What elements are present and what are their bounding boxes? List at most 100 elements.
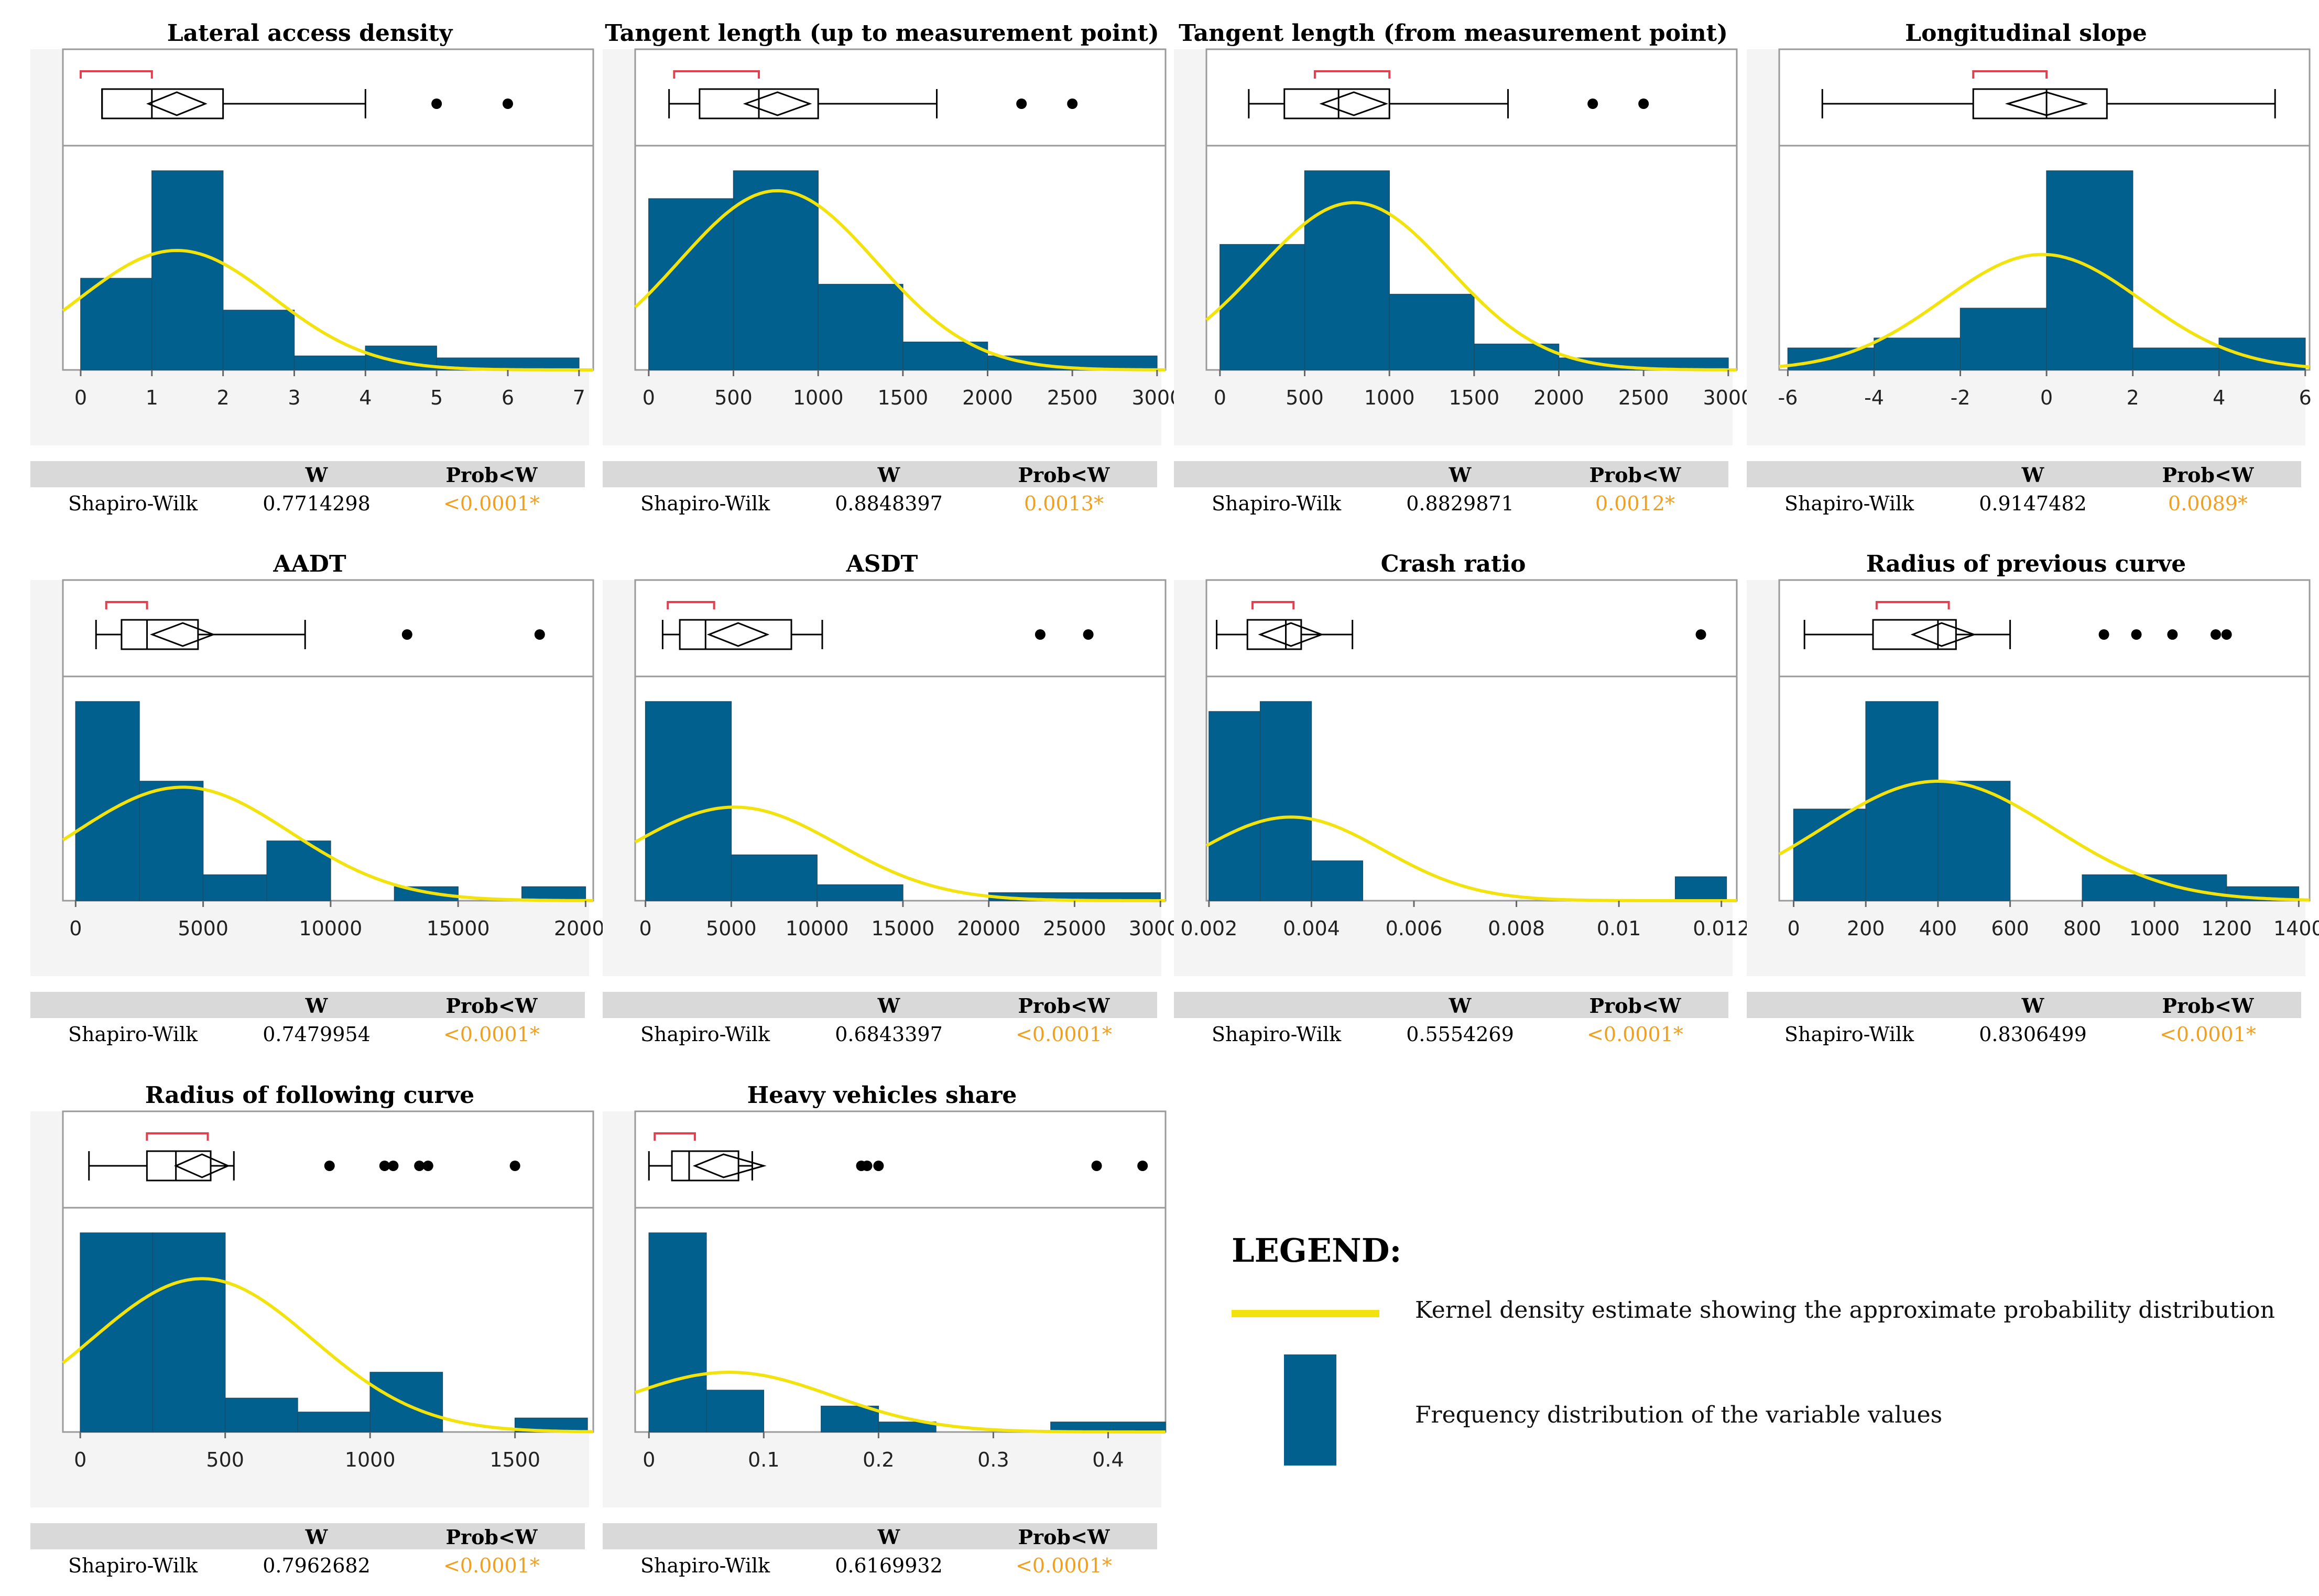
x-tick-label: 3 — [288, 386, 300, 409]
outlier-point — [534, 629, 545, 640]
test-header-w: W — [305, 1525, 329, 1549]
box-iqr — [121, 619, 199, 650]
outlier-point — [401, 629, 412, 640]
x-tick-label: 0 — [2040, 386, 2053, 409]
chart-title: Tangent length (from measurement point) — [1179, 20, 1728, 47]
test-table-header — [603, 992, 1157, 1018]
test-w-value: 0.9147482 — [1979, 492, 2087, 515]
test-w-value: 0.8306499 — [1979, 1023, 2087, 1046]
histogram-bar — [521, 886, 586, 901]
x-tick-label: 5 — [430, 386, 443, 409]
test-w-value: 0.6843397 — [835, 1023, 943, 1046]
outlier-point — [509, 1161, 520, 1171]
outlier-point — [873, 1161, 884, 1171]
histogram-bar — [293, 355, 366, 370]
test-name: Shapiro-Wilk — [1212, 1023, 1342, 1046]
test-w-value: 0.8848397 — [835, 492, 943, 515]
outlier-point — [2098, 629, 2109, 640]
shortest-half-bracket — [105, 601, 148, 609]
test-header-prob: Prob<W — [1589, 463, 1681, 487]
test-prob-value: <0.0001* — [443, 492, 540, 515]
x-tick-label: 0 — [74, 386, 87, 409]
x-tick-label: 20000 — [957, 917, 1020, 940]
x-tick-label: 7 — [573, 386, 585, 409]
legend-kde-swatch — [1232, 1310, 1379, 1317]
x-tick-label: 2500 — [1618, 386, 1669, 409]
chart-title: Longitudinal slope — [1905, 20, 2147, 47]
histogram-bar — [1874, 337, 1961, 370]
histogram-bar — [151, 170, 224, 370]
x-tick-label: 0.012 — [1693, 917, 1750, 940]
test-table-header — [30, 992, 585, 1018]
outlier-point — [414, 1161, 425, 1171]
histogram-bar — [2046, 170, 2133, 370]
x-tick-label: -6 — [1778, 386, 1798, 409]
histogram-bar — [1209, 711, 1261, 901]
kde-curve — [1779, 253, 2310, 369]
histogram-bar — [818, 283, 903, 370]
histogram-bar — [80, 278, 153, 370]
box-iqr — [679, 619, 792, 650]
x-tick-label: 5000 — [178, 917, 228, 940]
x-tick-label: 400 — [1919, 917, 1957, 940]
outlier-point — [1695, 629, 1706, 640]
x-tick-label: 6 — [2299, 386, 2312, 409]
histogram-bar — [816, 884, 903, 901]
histogram-bar — [878, 1422, 937, 1433]
test-header-w: W — [877, 463, 901, 487]
kde-curve — [1205, 201, 1737, 371]
chart-title: Heavy vehicles share — [747, 1082, 1017, 1109]
test-w-value: 0.6169932 — [835, 1554, 943, 1577]
test-header-w: W — [1449, 463, 1472, 487]
outlier-point — [431, 99, 442, 109]
histogram-bar — [1937, 781, 2011, 901]
test-header-w: W — [877, 1525, 901, 1549]
box-mean-diamond — [146, 91, 208, 116]
chart-panel-8: Radius of previous curve 0 200 400 600 800 100… — [1747, 551, 2319, 1046]
chart-title: Crash ratio — [1381, 551, 1526, 577]
histogram-bar — [1311, 860, 1363, 901]
test-prob-value: 0.0013* — [1024, 492, 1104, 515]
outlier-point — [2167, 629, 2178, 640]
shortest-half-bracket — [1875, 601, 1950, 609]
shortest-half-bracket — [146, 1132, 209, 1141]
test-name: Shapiro-Wilk — [640, 492, 770, 515]
outlier-point — [388, 1161, 399, 1171]
test-w-value: 0.7714298 — [263, 492, 371, 515]
outlier-point — [1137, 1161, 1148, 1171]
test-table-header — [1174, 992, 1728, 1018]
x-tick-label: 2 — [2127, 386, 2139, 409]
histogram-bar — [2132, 347, 2219, 370]
x-tick-label: 1500 — [1449, 386, 1499, 409]
x-tick-label: 0 — [69, 917, 82, 940]
test-table-header — [603, 461, 1157, 487]
chart-title: Lateral access density — [167, 20, 453, 47]
x-tick-label: 500 — [714, 386, 753, 409]
x-tick-label: 1500 — [877, 386, 928, 409]
test-prob-value: <0.0001* — [1016, 1554, 1112, 1577]
test-header-w: W — [877, 994, 901, 1018]
x-tick-label: -4 — [1864, 386, 1884, 409]
box-mean-diamond — [1910, 622, 1977, 647]
test-name: Shapiro-Wilk — [640, 1023, 770, 1046]
test-prob-value: <0.0001* — [443, 1023, 540, 1046]
histogram-bar — [152, 1232, 226, 1433]
x-tick-label: 0.3 — [977, 1448, 1009, 1471]
histogram-bar — [731, 854, 818, 901]
box-mean-diamond — [1258, 622, 1324, 647]
x-tick-label: 4 — [2213, 386, 2225, 409]
chart-title: Radius of previous curve — [1866, 551, 2186, 577]
test-name: Shapiro-Wilk — [640, 1554, 770, 1577]
histogram-bar — [224, 1397, 298, 1433]
outlier-point — [502, 99, 513, 109]
test-name: Shapiro-Wilk — [1212, 492, 1342, 515]
chart-panel-1: Lateral access density 0 1 2 3 4 5 6 7 W Prob<W Sha… — [30, 20, 594, 515]
chart-panel-3: Tangent length (from measurement point) 0… — [1174, 20, 1754, 515]
box-iqr — [1872, 619, 1957, 650]
outlier-point — [1083, 629, 1094, 640]
legend-title: LEGEND: — [1232, 1231, 1402, 1270]
kde-curve — [634, 805, 1166, 902]
legend: LEGEND: Kernel density estimate showing … — [1232, 1216, 2280, 1488]
